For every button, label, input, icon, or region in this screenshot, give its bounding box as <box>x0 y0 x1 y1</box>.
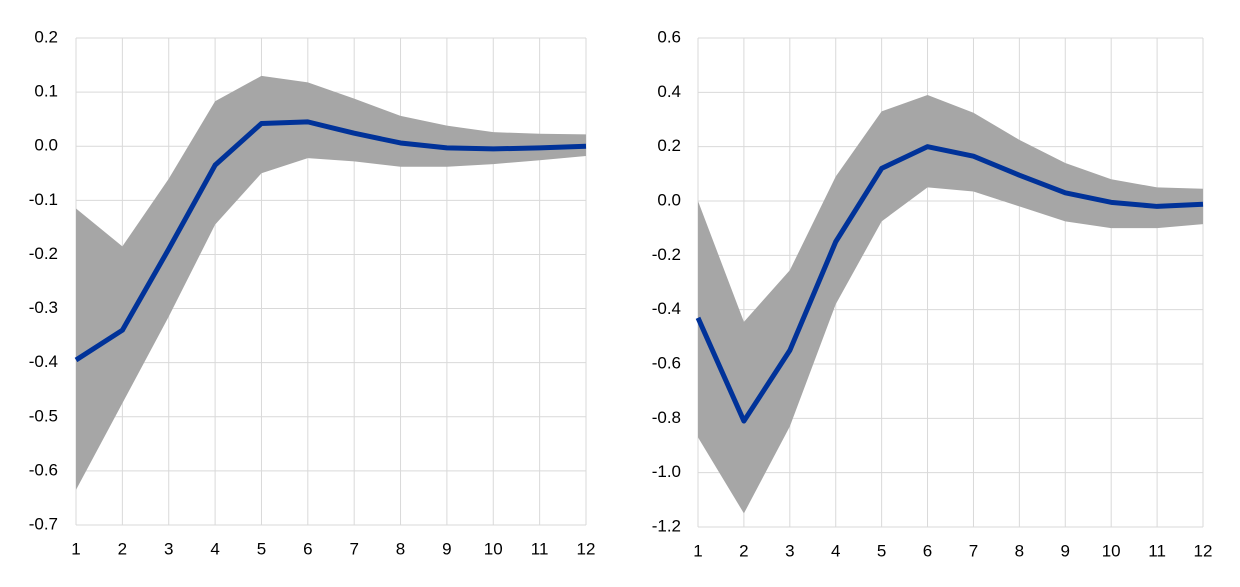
y-tick-label: -0.2 <box>652 245 681 264</box>
y-tick-label: -0.8 <box>652 408 681 427</box>
y-tick-label: -0.6 <box>29 460 58 479</box>
x-tick-label: 1 <box>71 539 80 558</box>
y-tick-label: 0.6 <box>657 27 681 46</box>
confidence-band <box>76 75 586 490</box>
x-tick-label: 1 <box>693 541 702 560</box>
y-tick-label: -1.2 <box>652 516 681 535</box>
x-tick-label: 8 <box>396 539 405 558</box>
x-tick-label: 11 <box>531 539 549 558</box>
x-tick-label: 5 <box>257 539 266 558</box>
y-tick-label: 0.2 <box>34 27 58 46</box>
series-line <box>695 144 1204 424</box>
x-tick-label: 12 <box>1194 541 1213 560</box>
y-tick-label: -0.4 <box>652 299 681 318</box>
y-tick-label: -0.1 <box>29 190 58 209</box>
x-tick-label: 3 <box>785 541 794 560</box>
y-tick-label: -0.2 <box>29 244 58 263</box>
y-tick-label: -0.4 <box>29 352 58 371</box>
y-tick-label: 0.2 <box>657 136 681 155</box>
y-tick-label: 0.0 <box>34 136 58 155</box>
chart: 1 2 3 4 5 6 7 8 9 10 11 120.60.40.20.0-0.2-0.4-0.6-… <box>652 27 1213 560</box>
x-tick-label: 3 <box>164 539 173 558</box>
y-tick-label: 0.0 <box>657 190 681 209</box>
x-tick-label: 12 <box>577 539 596 558</box>
x-tick-label: 4 <box>210 539 219 558</box>
x-tick-label: 7 <box>349 539 358 558</box>
y-tick-label: 0.1 <box>34 82 58 101</box>
x-tick-label: 2 <box>739 541 748 560</box>
y-tick-label: -0.3 <box>29 298 58 317</box>
x-tick-label: 10 <box>484 539 503 558</box>
x-tick-label: 2 <box>118 539 127 558</box>
x-tick-label: 9 <box>442 539 451 558</box>
x-tick-label: 8 <box>1015 541 1024 560</box>
series-line <box>74 119 587 363</box>
y-tick-label: -0.5 <box>29 406 58 425</box>
x-tick-label: 7 <box>969 541 978 560</box>
x-tick-label: 9 <box>1061 541 1070 560</box>
x-tick-label: 4 <box>831 541 840 560</box>
x-tick-label: 5 <box>877 541 886 560</box>
y-tick-label: -1.0 <box>652 462 681 481</box>
y-tick-label: -0.6 <box>652 353 681 372</box>
x-tick-label: 10 <box>1102 541 1121 560</box>
x-tick-label: 11 <box>1148 541 1166 560</box>
y-tick-label: 0.4 <box>657 82 681 101</box>
x-tick-label: 6 <box>303 539 312 558</box>
y-tick-label: -0.7 <box>29 514 58 533</box>
chart: 1 2 3 4 5 6 7 8 9 10 11 120.20.10.0-0.1-0.2-0.3-0.4… <box>29 27 596 558</box>
confidence-band <box>698 95 1203 514</box>
x-tick-label: 6 <box>923 541 932 560</box>
